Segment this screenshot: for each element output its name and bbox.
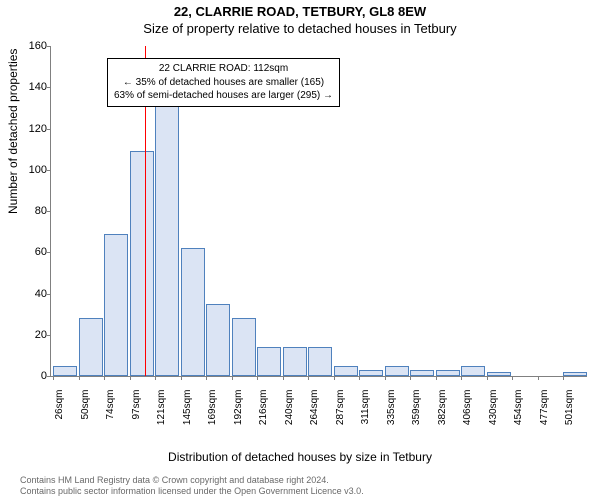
histogram-plot: 22 CLARRIE ROAD: 112sqm ← 35% of detache… <box>50 46 587 377</box>
y-tick-mark <box>47 129 51 130</box>
histogram-bar <box>410 370 434 376</box>
y-tick-mark <box>47 170 51 171</box>
histogram-bar <box>436 370 460 376</box>
histogram-bar <box>155 91 179 376</box>
x-tick-label: 121sqm <box>156 390 167 434</box>
x-tick-label: 216sqm <box>258 390 269 434</box>
x-tick-label: 335sqm <box>386 390 397 434</box>
histogram-bar <box>461 366 485 376</box>
y-tick-mark <box>47 252 51 253</box>
x-tick-label: 50sqm <box>80 390 91 434</box>
x-tick-label: 240sqm <box>284 390 295 434</box>
y-tick-label: 80 <box>19 205 47 217</box>
histogram-bar <box>79 318 103 376</box>
annotation-box: 22 CLARRIE ROAD: 112sqm ← 35% of detache… <box>107 58 340 107</box>
x-tick-mark <box>104 376 105 380</box>
y-tick-label: 100 <box>19 164 47 176</box>
x-tick-label: 406sqm <box>462 390 473 434</box>
y-tick-label: 60 <box>19 246 47 258</box>
x-tick-label: 382sqm <box>437 390 448 434</box>
histogram-bar <box>257 347 281 376</box>
x-tick-mark <box>436 376 437 380</box>
x-tick-label: 430sqm <box>488 390 499 434</box>
annotation-line-2: ← 35% of detached houses are smaller (16… <box>114 76 333 90</box>
x-tick-mark <box>487 376 488 380</box>
histogram-bar <box>385 366 409 376</box>
x-tick-label: 359sqm <box>411 390 422 434</box>
histogram-bar <box>130 151 154 376</box>
x-tick-mark <box>359 376 360 380</box>
histogram-bar <box>181 248 205 376</box>
x-tick-mark <box>334 376 335 380</box>
y-tick-mark <box>47 376 51 377</box>
histogram-bar <box>487 372 511 376</box>
x-tick-label: 477sqm <box>539 390 550 434</box>
x-tick-label: 501sqm <box>564 390 575 434</box>
y-tick-label: 40 <box>19 288 47 300</box>
y-tick-mark <box>47 335 51 336</box>
x-tick-mark <box>206 376 207 380</box>
x-tick-label: 97sqm <box>131 390 142 434</box>
footnote-line-1: Contains HM Land Registry data © Crown c… <box>20 475 364 487</box>
x-tick-mark <box>385 376 386 380</box>
x-tick-mark <box>232 376 233 380</box>
histogram-bar <box>283 347 307 376</box>
x-tick-mark <box>512 376 513 380</box>
y-tick-label: 120 <box>19 123 47 135</box>
x-tick-mark <box>79 376 80 380</box>
x-tick-label: 26sqm <box>54 390 65 434</box>
x-tick-label: 287sqm <box>335 390 346 434</box>
x-tick-label: 74sqm <box>105 390 116 434</box>
x-tick-label: 192sqm <box>233 390 244 434</box>
x-tick-mark <box>53 376 54 380</box>
y-tick-label: 160 <box>19 40 47 52</box>
x-tick-mark <box>410 376 411 380</box>
x-tick-mark <box>257 376 258 380</box>
footnote: Contains HM Land Registry data © Crown c… <box>20 475 364 498</box>
page-subtitle: Size of property relative to detached ho… <box>0 21 600 36</box>
histogram-bar <box>232 318 256 376</box>
y-tick-label: 0 <box>19 370 47 382</box>
y-axis-label: Number of detached properties <box>6 49 20 214</box>
histogram-bar <box>359 370 383 376</box>
x-tick-label: 311sqm <box>360 390 371 434</box>
histogram-bar <box>563 372 587 376</box>
x-tick-mark <box>130 376 131 380</box>
x-tick-mark <box>181 376 182 380</box>
x-tick-mark <box>461 376 462 380</box>
y-tick-label: 20 <box>19 329 47 341</box>
histogram-bar <box>308 347 332 376</box>
annotation-line-1: 22 CLARRIE ROAD: 112sqm <box>114 62 333 76</box>
x-tick-mark <box>155 376 156 380</box>
y-tick-mark <box>47 87 51 88</box>
x-tick-label: 454sqm <box>513 390 524 434</box>
histogram-bar <box>206 304 230 376</box>
x-tick-mark <box>563 376 564 380</box>
x-tick-label: 264sqm <box>309 390 320 434</box>
histogram-bar <box>104 234 128 376</box>
x-axis-label: Distribution of detached houses by size … <box>0 450 600 464</box>
chart-area: 22 CLARRIE ROAD: 112sqm ← 35% of detache… <box>50 46 586 426</box>
x-tick-label: 145sqm <box>182 390 193 434</box>
histogram-bar <box>53 366 77 376</box>
x-tick-mark <box>283 376 284 380</box>
y-tick-mark <box>47 294 51 295</box>
y-tick-mark <box>47 211 51 212</box>
y-tick-mark <box>47 46 51 47</box>
page-title: 22, CLARRIE ROAD, TETBURY, GL8 8EW <box>0 4 600 19</box>
footnote-line-2: Contains public sector information licen… <box>20 486 364 498</box>
y-tick-label: 140 <box>19 81 47 93</box>
annotation-line-3: 63% of semi-detached houses are larger (… <box>114 89 333 103</box>
x-tick-mark <box>308 376 309 380</box>
histogram-bar <box>334 366 358 376</box>
x-tick-mark <box>538 376 539 380</box>
x-tick-label: 169sqm <box>207 390 218 434</box>
